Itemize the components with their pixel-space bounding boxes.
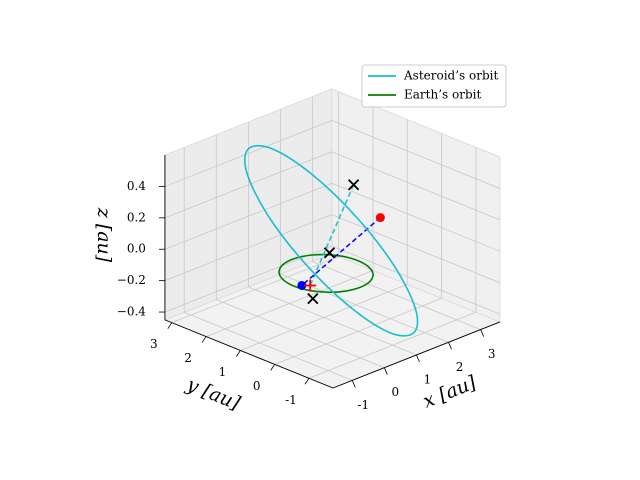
z-axis-label: z [au]	[93, 207, 115, 263]
point-marker	[307, 292, 319, 305]
grid-line	[331, 151, 501, 221]
tick-mark	[448, 342, 452, 350]
point-marker	[304, 279, 317, 292]
point-marker	[347, 179, 360, 191]
legend-label: Earth’s orbit	[404, 88, 481, 102]
z-tick-label: −0.4	[117, 305, 147, 319]
z-tick-label: 0.0	[127, 242, 146, 256]
grid-line	[248, 286, 417, 356]
grid-line	[164, 245, 332, 313]
tick-mark	[351, 380, 356, 388]
grid-line	[331, 182, 501, 252]
tick-mark	[383, 367, 388, 375]
tick-mark	[416, 354, 420, 363]
grid-line	[164, 182, 332, 250]
y-tick-label: 2	[184, 351, 192, 365]
grid-line	[184, 311, 353, 381]
grid-line	[274, 297, 442, 365]
grid-line	[216, 299, 385, 369]
x-tick-label: -1	[357, 398, 369, 412]
grid-line	[308, 311, 477, 379]
z-tick-label: 0.2	[127, 210, 146, 224]
y-tick-label: -1	[285, 393, 297, 407]
grid-line	[240, 284, 408, 351]
legend-frame	[361, 64, 507, 108]
x-tick-label: 3	[488, 347, 496, 361]
grid-line	[205, 270, 374, 337]
side-pane	[331, 88, 501, 323]
legend-label: Asteroid’s orbit	[403, 69, 498, 83]
y-tick-label: 1	[219, 365, 227, 379]
grid-line	[164, 151, 332, 219]
grid-line	[164, 120, 332, 187]
y-tick-label: 0	[253, 379, 261, 393]
x-tick-label: 2	[456, 360, 464, 374]
grid-line	[331, 245, 501, 315]
tick-mark	[201, 336, 207, 343]
tick-mark	[167, 322, 173, 329]
orbit-line	[243, 144, 419, 337]
tick-mark	[270, 364, 276, 371]
y-tick-label: 3	[150, 337, 158, 351]
x-tick-label: 1	[424, 372, 432, 386]
dashed-line	[309, 184, 355, 286]
grid-line	[171, 256, 339, 324]
grid-line	[331, 214, 501, 284]
y-axis-label: y [au]	[183, 373, 244, 415]
grid-line	[331, 120, 501, 189]
orbit-line	[278, 253, 374, 293]
z-tick-label: 0.4	[127, 179, 146, 193]
grid-line	[312, 261, 481, 330]
z-tick-label: −0.2	[117, 273, 146, 287]
x-tick-label: 0	[392, 385, 400, 399]
tick-mark	[236, 350, 241, 357]
point-marker	[297, 280, 307, 290]
tick-mark	[480, 329, 485, 337]
point-marker	[323, 247, 336, 259]
grid-line	[164, 214, 332, 282]
x-axis	[332, 321, 501, 389]
point-marker	[375, 213, 385, 223]
tick-mark	[304, 378, 310, 385]
y-axis	[164, 319, 334, 389]
